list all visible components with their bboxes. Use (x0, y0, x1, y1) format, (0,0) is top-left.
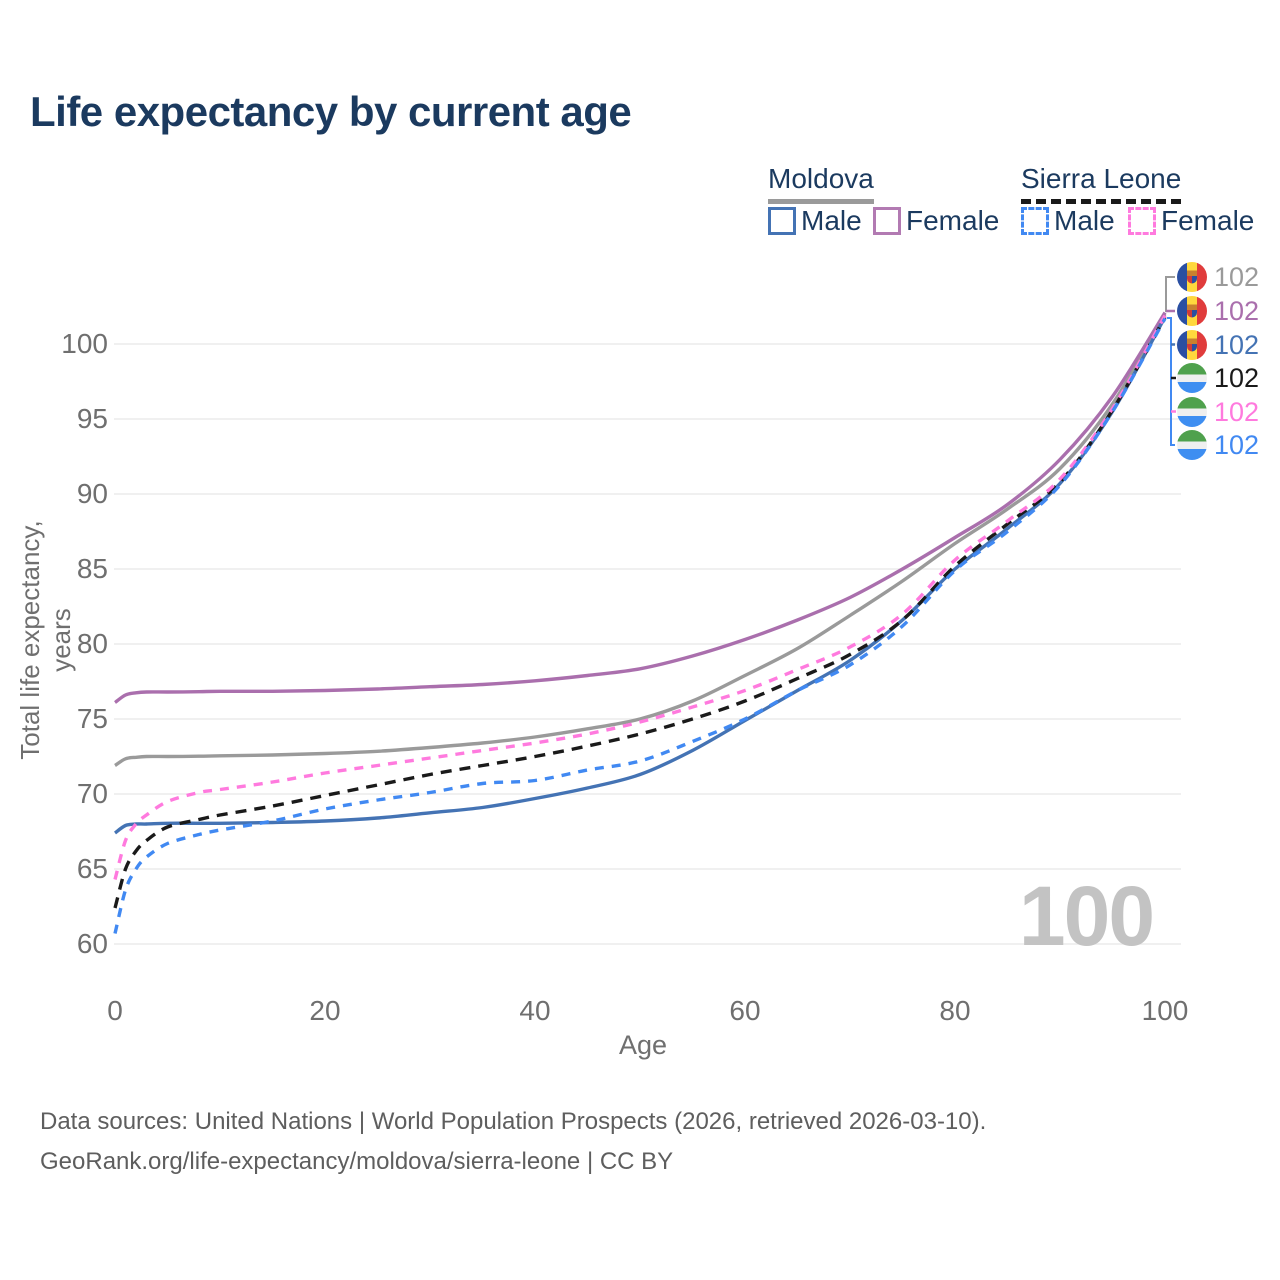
connector-sierra-leone-male (1167, 317, 1175, 446)
y-tick-label: 75 (76, 703, 108, 734)
moldova-flag-icon (1177, 296, 1207, 326)
legend-swatch-moldova-male (768, 207, 796, 235)
legend-label-moldova-male: Male (801, 205, 862, 236)
legend-swatch-moldova-female (873, 207, 901, 235)
end-label-row: 102 (1177, 296, 1259, 326)
x-tick-label: 80 (939, 995, 971, 1026)
series-line-moldova-male (113, 316, 1167, 835)
y-tick-label: 100 (61, 328, 108, 359)
connector-moldova-both (1165, 276, 1175, 312)
attribution-note: GeoRank.org/life-expectancy/moldova/sier… (40, 1148, 674, 1175)
sierra-leone-flag-icon (1177, 396, 1207, 427)
x-tick-label: 40 (519, 995, 551, 1026)
page-title: Life expectancy by current age (30, 88, 632, 135)
end-value-label: 102 (1214, 396, 1260, 427)
moldova-flag-icon (1177, 262, 1207, 292)
series-line-sierra-leone-male (113, 317, 1167, 934)
legend-swatch-sierra-leone-male (1021, 207, 1049, 235)
y-tick-label: 65 (76, 853, 108, 884)
y-tick-label: 85 (76, 553, 108, 584)
x-tick-label: 0 (107, 995, 123, 1026)
y-tick-label: 90 (76, 478, 108, 509)
legend-label-moldova-female: Female (906, 205, 1000, 236)
y-tick-label: 80 (76, 628, 108, 659)
gridlines (114, 343, 1181, 945)
end-value-label: 102 (1214, 296, 1260, 326)
legend-swatch-sierra-leone-female (1128, 207, 1156, 235)
legend-group-sierra-leone: Sierra Leone (1021, 163, 1182, 204)
series-line-sierra-leone-female (113, 314, 1167, 880)
end-label-connectors (1165, 276, 1176, 446)
data-sources-note: Data sources: United Nations | World Pop… (40, 1108, 987, 1135)
end-label-row: 102 (1177, 329, 1260, 360)
end-label-row: 102 (1177, 396, 1260, 427)
end-value-label: 102 (1214, 262, 1260, 292)
x-tick-label: 100 (1141, 995, 1189, 1026)
age-watermark: 100 (1018, 869, 1155, 963)
end-label-row: 102 (1177, 363, 1259, 393)
series-lines (113, 311, 1167, 934)
y-tick-label: 60 (76, 928, 108, 959)
end-value-label: 102 (1214, 329, 1260, 360)
legend-label-sierra-leone-male: Male (1054, 205, 1115, 236)
end-value-label: 102 (1214, 430, 1260, 460)
series-line-moldova-female (114, 311, 1167, 704)
x-tick-label: 20 (309, 995, 341, 1026)
end-value-label: 102 (1214, 363, 1260, 393)
x-axis-title: Age (618, 1030, 668, 1060)
sierra-leone-flag-icon (1177, 430, 1207, 460)
moldova-flag-icon (1177, 329, 1207, 360)
legend-label-sierra-leone-female: Female (1161, 205, 1255, 236)
y-tick-label: 70 (76, 778, 108, 809)
x-tick-label: 60 (729, 995, 761, 1026)
y-tick-label: 95 (76, 403, 108, 434)
sierra-leone-flag-icon (1177, 363, 1207, 393)
series-line-moldova (114, 313, 1167, 767)
series-line-sierra-leone (113, 316, 1167, 909)
end-label-row: 102 (1177, 430, 1259, 460)
end-label-row: 102 (1177, 262, 1259, 292)
legend-group-moldova: Moldova (768, 163, 874, 204)
